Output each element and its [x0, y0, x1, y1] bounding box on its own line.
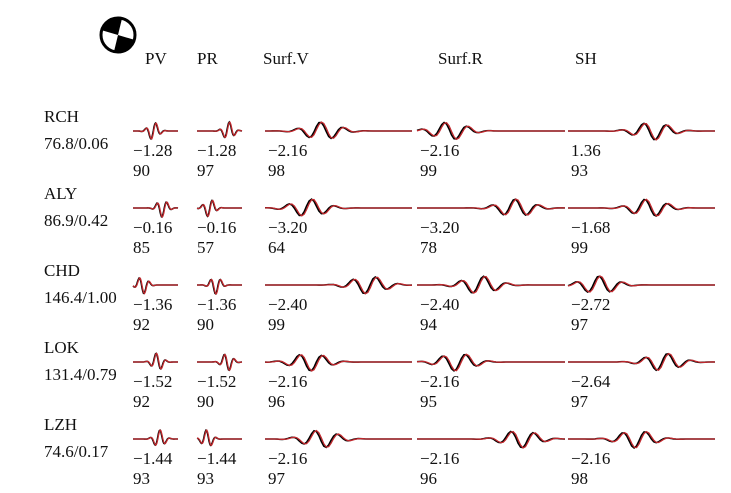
correlation: 99 — [571, 238, 588, 257]
synthetic-waveform — [197, 278, 242, 295]
time-shift: −2.16 — [420, 141, 459, 160]
correlation: 90 — [133, 161, 150, 180]
correlation: 98 — [268, 161, 285, 180]
synthetic-waveform — [264, 198, 412, 217]
correlation: 96 — [420, 469, 437, 488]
synthetic-waveform — [568, 430, 715, 449]
synthetic-waveform — [568, 123, 715, 141]
synthetic-waveform — [264, 354, 412, 372]
time-shift: −0.16 — [133, 218, 172, 237]
station-name: CHD — [44, 261, 80, 280]
time-shift: −3.20 — [420, 218, 459, 237]
time-shift: −1.28 — [197, 141, 236, 160]
correlation: 99 — [268, 315, 285, 334]
beach-ball — [99, 16, 137, 54]
station-name: RCH — [44, 107, 79, 126]
time-shift: −2.16 — [268, 449, 307, 468]
correlation: 99 — [420, 161, 437, 180]
time-shift: −3.20 — [268, 218, 307, 237]
synthetic-waveform — [196, 199, 242, 217]
correlation: 90 — [197, 315, 214, 334]
synthetic-waveform — [417, 430, 566, 449]
correlation: 97 — [197, 161, 215, 180]
synthetic-waveform — [265, 429, 412, 448]
column-header: PR — [197, 49, 218, 68]
time-shift: −1.36 — [197, 295, 236, 314]
synthetic-waveform — [568, 198, 715, 217]
time-shift: −1.28 — [133, 141, 172, 160]
synthetic-waveform — [265, 121, 412, 139]
time-shift: −1.52 — [133, 372, 172, 391]
time-shift: −2.40 — [268, 295, 307, 314]
synthetic-waveform — [417, 198, 565, 216]
synthetic-waveform — [133, 122, 178, 140]
synthetic-waveform — [265, 276, 413, 295]
time-shift: −1.44 — [133, 449, 173, 468]
correlation: 78 — [420, 238, 437, 257]
time-shift: −2.16 — [571, 449, 610, 468]
column-header: Surf.R — [438, 49, 484, 68]
station-name: LZH — [44, 415, 77, 434]
synthetic-waveform — [416, 353, 565, 372]
time-shift: −2.40 — [420, 295, 459, 314]
station-name: ALY — [44, 184, 77, 203]
observed-waveform — [567, 275, 715, 294]
time-shift: −0.16 — [197, 218, 236, 237]
correlation: 92 — [133, 392, 150, 411]
station-distance: 146.4/1.00 — [44, 288, 117, 307]
observed-waveform — [133, 429, 178, 447]
time-shift: −1.52 — [197, 372, 236, 391]
synthetic-waveform — [568, 352, 716, 371]
correlation: 93 — [571, 161, 588, 180]
time-shift: −2.16 — [420, 449, 459, 468]
station-name: LOK — [44, 338, 80, 357]
station-distance: 131.4/0.79 — [44, 365, 117, 384]
synthetic-waveform — [133, 201, 179, 219]
column-header: PV — [145, 49, 167, 68]
correlation: 96 — [268, 392, 285, 411]
time-shift: −2.16 — [420, 372, 459, 391]
time-shift: −2.72 — [571, 295, 610, 314]
time-shift: −2.64 — [571, 372, 611, 391]
correlation: 97 — [268, 469, 286, 488]
synthetic-waveform — [197, 429, 242, 447]
correlation: 97 — [571, 392, 589, 411]
time-shift: −1.68 — [571, 218, 610, 237]
synthetic-waveform — [133, 429, 178, 446]
correlation: 92 — [133, 315, 150, 334]
synthetic-waveform — [416, 121, 565, 141]
correlation: 93 — [197, 469, 214, 488]
correlation: 57 — [197, 238, 215, 257]
correlation: 94 — [420, 315, 438, 334]
synthetic-waveform — [197, 353, 243, 372]
synthetic-waveform — [567, 275, 715, 293]
synthetic-waveform — [133, 352, 178, 370]
column-header: Surf.V — [263, 49, 310, 68]
correlation: 98 — [571, 469, 588, 488]
correlation: 95 — [420, 392, 437, 411]
correlation: 90 — [197, 392, 214, 411]
time-shift: −1.44 — [197, 449, 237, 468]
observed-waveform — [416, 353, 565, 372]
station-distance: 74.6/0.17 — [44, 442, 109, 461]
time-shift: −2.16 — [268, 372, 307, 391]
station-distance: 86.9/0.42 — [44, 211, 108, 230]
correlation: 93 — [133, 469, 150, 488]
synthetic-waveform — [197, 121, 243, 138]
time-shift: −2.16 — [268, 141, 307, 160]
synthetic-waveform — [417, 275, 565, 294]
time-shift: −1.36 — [133, 295, 172, 314]
station-distance: 76.8/0.06 — [44, 134, 108, 153]
time-shift: 1.36 — [571, 141, 601, 160]
correlation: 97 — [571, 315, 589, 334]
column-header: SH — [575, 49, 597, 68]
correlation: 85 — [133, 238, 150, 257]
correlation: 64 — [268, 238, 286, 257]
synthetic-waveform — [132, 276, 178, 295]
